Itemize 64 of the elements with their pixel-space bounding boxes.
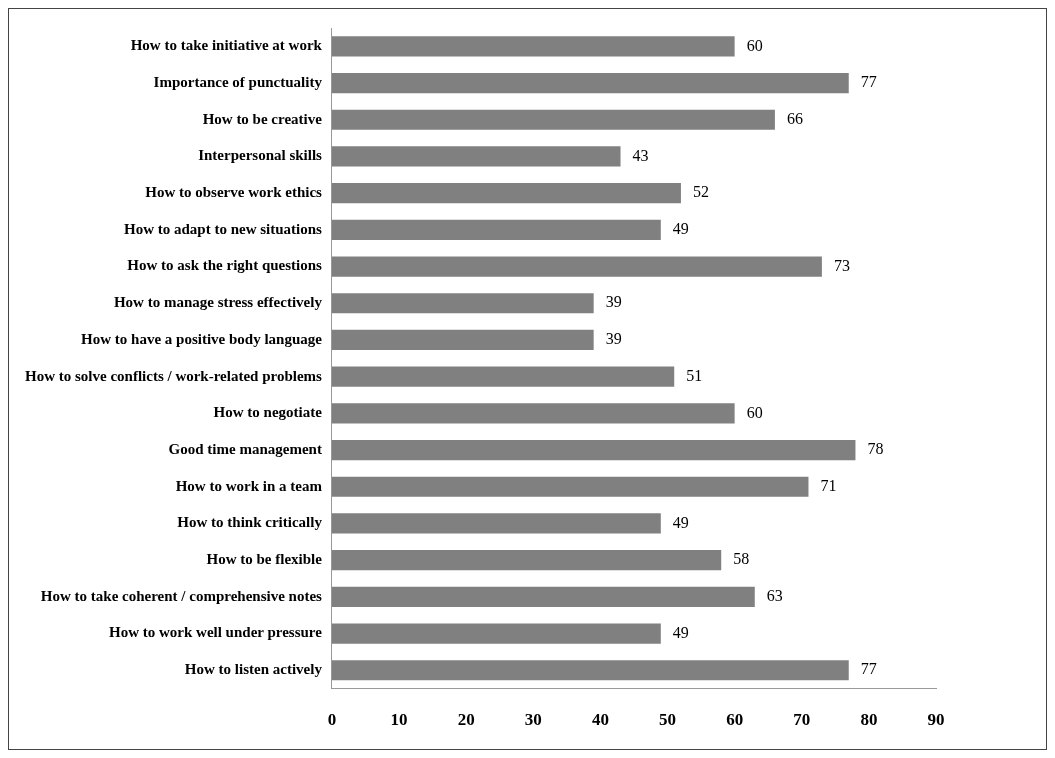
data-label: 78 [867, 440, 884, 458]
data-label: 39 [605, 330, 622, 348]
y-tick-label: How to listen actively [184, 661, 323, 678]
data-label: 49 [672, 220, 689, 238]
bar [331, 586, 755, 607]
x-tick-label: 70 [793, 710, 811, 730]
y-tick-label: How to take coherent / comprehensive notes [40, 587, 323, 604]
x-tick-label: 90 [927, 710, 945, 730]
y-tick-label: How to have a positive body language [81, 330, 323, 347]
y-tick-label: Good time management [168, 440, 322, 457]
bar [331, 476, 809, 497]
bar [331, 660, 849, 681]
bar [331, 293, 594, 314]
data-label: 77 [860, 660, 877, 678]
bar [331, 403, 735, 424]
bar [331, 109, 775, 130]
x-tick-label: 0 [327, 710, 337, 730]
bar [331, 550, 722, 571]
bar [331, 72, 849, 94]
y-tick-label: Importance of punctuality [153, 73, 323, 90]
x-tick-label: 10 [390, 710, 408, 730]
x-tick-label: 50 [659, 710, 677, 730]
bar [331, 36, 735, 57]
data-label: 73 [833, 256, 850, 274]
data-label: 66 [786, 109, 803, 127]
data-label: 51 [686, 366, 703, 384]
bar [331, 623, 661, 644]
bar [331, 329, 594, 351]
y-tick-label: How to observe work ethics [145, 184, 323, 201]
y-tick-label: How to take initiative at work [130, 37, 323, 54]
data-label: 63 [766, 587, 783, 605]
bar [331, 183, 681, 204]
bar [331, 146, 621, 167]
y-tick-label: Interpersonal skills [198, 147, 323, 164]
x-tick-label: 20 [457, 710, 475, 730]
y-tick-label: How to manage stress effectively [113, 294, 323, 311]
bar [331, 256, 822, 277]
data-label: 43 [632, 146, 649, 164]
y-tick-label: How to solve conflicts / work-related problems [24, 367, 323, 384]
bar [331, 366, 675, 387]
x-tick-label: 30 [524, 710, 542, 730]
x-tick-label: 80 [860, 710, 878, 730]
bar [331, 513, 661, 534]
bar [331, 219, 661, 240]
data-label: 49 [672, 623, 689, 641]
y-tick-label: How to be creative [202, 110, 323, 127]
x-tick-label: 40 [591, 710, 609, 730]
y-tick-label: How to be flexible [206, 551, 323, 568]
bar [331, 439, 856, 461]
y-tick-label: How to work well under pressure [108, 624, 323, 641]
y-tick-label: How to negotiate [213, 404, 323, 421]
y-tick-label: How to think critically [177, 514, 323, 531]
data-label: 49 [672, 513, 689, 531]
data-label: 58 [733, 550, 750, 568]
data-label: 71 [820, 476, 837, 494]
y-tick-label: How to adapt to new situations [123, 220, 323, 237]
data-label: 77 [860, 73, 877, 91]
y-tick-label: How to work in a team [175, 477, 323, 494]
x-tick-label: 60 [726, 710, 744, 730]
y-tick-label: How to ask the right questions [127, 257, 323, 274]
data-label: 39 [605, 293, 622, 311]
data-label: 60 [746, 403, 763, 421]
data-label: 60 [746, 36, 763, 54]
data-label: 52 [692, 183, 709, 201]
